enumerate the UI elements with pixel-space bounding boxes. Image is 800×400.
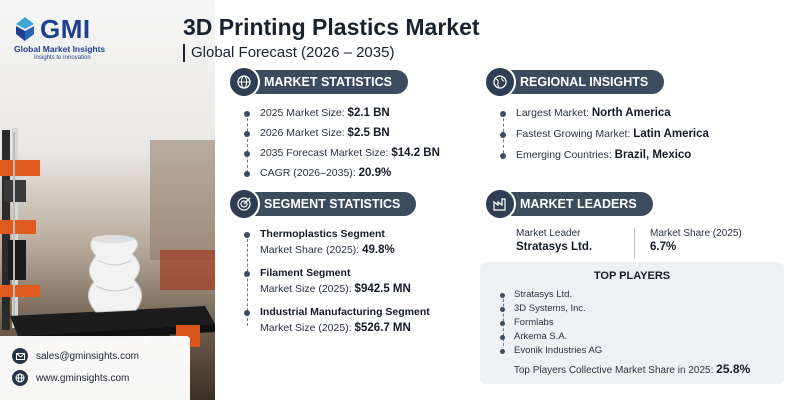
- logo-text: GMI: [40, 14, 91, 44]
- market-leader-summary: Market Leader Stratasys Ltd. Market Shar…: [516, 228, 786, 258]
- globe-icon: [484, 66, 516, 98]
- top-player-item: Evonik Industries AG: [500, 344, 602, 358]
- regional-insights-title: REGIONAL INSIGHTS: [502, 70, 665, 94]
- segment-value: Market Size (2025): $526.7 MN: [260, 322, 411, 334]
- stat-item: 2035 Forecast Market Size: $14.2 BN: [244, 147, 440, 160]
- top-player-item: Formlabs: [500, 316, 602, 330]
- contact-bar: sales@gminsights.com www.gminsights.com: [0, 336, 190, 400]
- stat-item: CAGR (2026–2035): 20.9%: [244, 167, 440, 180]
- left-panel: GMI Global Market Insights Insights to I…: [0, 0, 215, 400]
- target-icon: [228, 188, 260, 220]
- region-item: Largest Market: North America: [500, 107, 709, 120]
- subtitle-divider: [183, 44, 185, 62]
- factory-icon: [484, 188, 516, 220]
- top-player-item: Arkema S.A.: [500, 330, 602, 344]
- contact-email[interactable]: sales@gminsights.com: [36, 350, 139, 362]
- top-players-list: Stratasys Ltd. 3D Systems, Inc. Formlabs…: [500, 288, 602, 358]
- region-item: Fastest Growing Market: Latin America: [500, 128, 709, 141]
- market-leader-col: Market Leader Stratasys Ltd.: [516, 228, 592, 254]
- segment-value: Market Share (2025): 49.8%: [260, 244, 395, 256]
- web-globe-icon: [12, 370, 28, 386]
- gmi-logo[interactable]: GMI Global Market Insights Insights to I…: [14, 16, 124, 61]
- top-players-box: TOP PLAYERS Stratasys Ltd. 3D Systems, I…: [480, 262, 784, 384]
- 3d-printer-image: [0, 128, 215, 347]
- globe-chart-icon: [228, 66, 260, 98]
- top-players-title: TOP PLAYERS: [593, 270, 671, 282]
- regional-insights-header: REGIONAL INSIGHTS: [484, 66, 665, 98]
- page-title: 3D Printing Plastics Market: [183, 14, 480, 40]
- regional-insights-list: Largest Market: North America Fastest Gr…: [500, 107, 709, 162]
- collective-share-label: Top Players Collective Market Share in 2…: [513, 365, 717, 376]
- segment-statistics-list: Thermoplastics Segment Market Share (202…: [244, 228, 430, 335]
- segment-title: Filament Segment: [260, 267, 351, 279]
- collective-share: Top Players Collective Market Share in 2…: [480, 362, 784, 376]
- segment-item: Industrial Manufacturing Segment Market …: [244, 306, 430, 335]
- market-leader-label: Market Leader: [516, 228, 581, 239]
- market-leaders-header: MARKET LEADERS: [484, 188, 653, 220]
- market-statistics-header: MARKET STATISTICS: [228, 66, 409, 98]
- subtitle-row: Global Forecast (2026 – 2035): [183, 44, 480, 62]
- market-share-label: Market Share (2025): [650, 228, 742, 239]
- segment-statistics-title: SEGMENT STATISTICS: [246, 192, 417, 216]
- segment-statistics-header: SEGMENT STATISTICS: [228, 188, 417, 220]
- segment-title: Industrial Manufacturing Segment: [260, 306, 430, 318]
- brand-tagline: Insights to Innovation: [34, 55, 91, 61]
- logo-emblem-icon: [16, 17, 34, 41]
- timeline-line: [247, 113, 248, 173]
- market-share-col: Market Share (2025) 6.7%: [650, 228, 742, 254]
- market-share-value: 6.7%: [650, 241, 677, 253]
- market-leaders-title: MARKET LEADERS: [502, 192, 653, 216]
- market-statistics-title: MARKET STATISTICS: [246, 70, 409, 94]
- logo-mark: GMI: [14, 16, 124, 42]
- email-icon: [12, 348, 28, 364]
- top-player-item: 3D Systems, Inc.: [500, 302, 602, 316]
- brand-name: Global Market Insights: [14, 44, 106, 54]
- region-item: Emerging Countries: Brazil, Mexico: [500, 149, 709, 162]
- leader-divider: [634, 228, 635, 258]
- top-player-item: Stratasys Ltd.: [500, 288, 602, 302]
- contact-website[interactable]: www.gminsights.com: [36, 372, 130, 384]
- market-leader-value: Stratasys Ltd.: [516, 241, 593, 253]
- segment-title: Thermoplastics Segment: [260, 228, 385, 240]
- timeline-line: [503, 294, 504, 346]
- stat-item: 2025 Market Size: $2.1 BN: [244, 107, 440, 120]
- collective-share-value: 25.8%: [716, 362, 751, 376]
- segment-value: Market Size (2025): $942.5 MN: [260, 283, 411, 295]
- contact-email-row[interactable]: sales@gminsights.com: [12, 348, 139, 364]
- title-block: 3D Printing Plastics Market Global Forec…: [183, 14, 480, 62]
- segment-item: Thermoplastics Segment Market Share (202…: [244, 228, 430, 257]
- segment-item: Filament Segment Market Size (2025): $94…: [244, 267, 430, 296]
- page-subtitle: Global Forecast (2026 – 2035): [191, 44, 395, 61]
- stat-item: 2026 Market Size: $2.5 BN: [244, 127, 440, 140]
- market-statistics-list: 2025 Market Size: $2.1 BN 2026 Market Si…: [244, 107, 440, 180]
- timeline-line: [247, 234, 248, 326]
- contact-website-row[interactable]: www.gminsights.com: [12, 370, 129, 386]
